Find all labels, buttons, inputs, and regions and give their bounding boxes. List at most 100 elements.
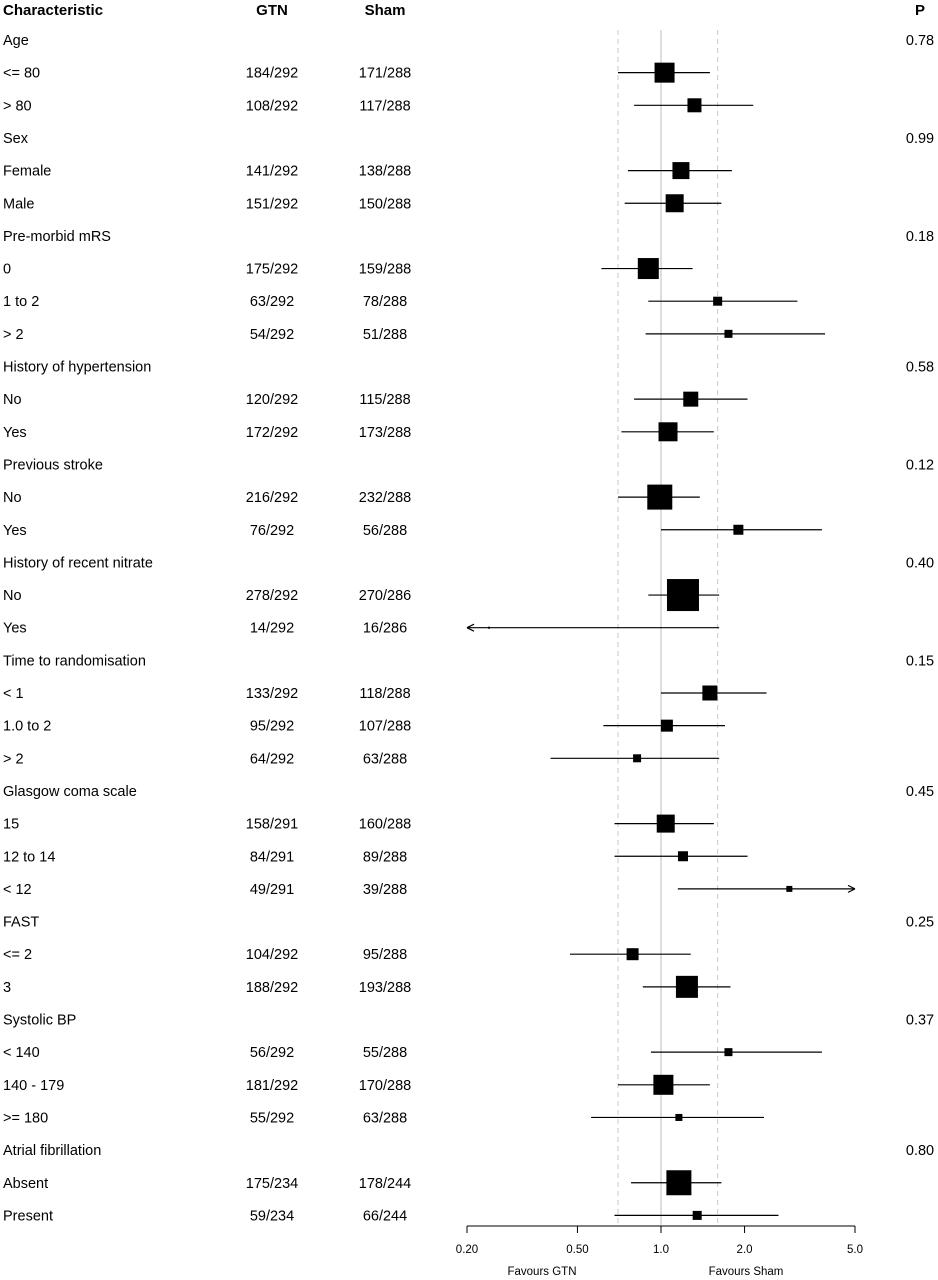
row-label: Present bbox=[3, 1208, 53, 1224]
row-label: > 2 bbox=[3, 751, 24, 767]
point-estimate bbox=[683, 391, 699, 407]
row-label: 15 bbox=[3, 817, 19, 833]
header-p: P bbox=[915, 2, 925, 19]
forest-row: Yes 14/292 16/286 bbox=[3, 621, 720, 637]
gtn-count: 216/292 bbox=[246, 490, 298, 506]
tick-label: 1.0 bbox=[653, 1244, 669, 1256]
row-label: < 1 bbox=[3, 686, 24, 702]
header-characteristic: Characteristic bbox=[3, 2, 103, 19]
sham-count: 118/288 bbox=[359, 686, 410, 702]
row-label: No bbox=[3, 588, 22, 604]
p-value: 0.15 bbox=[906, 653, 934, 669]
point-estimate bbox=[626, 948, 639, 961]
sham-count: 107/288 bbox=[359, 719, 411, 735]
favours-gtn-label: Favours GTN bbox=[507, 1266, 576, 1278]
point-estimate bbox=[653, 1074, 674, 1095]
forest-row: No 216/292 232/288 bbox=[3, 484, 700, 510]
forest-row: < 1 133/292 118/288 bbox=[3, 685, 767, 702]
forest-rows: Age 0.78 <= 80 184/292 171/288 > 80 108/292 117… bbox=[3, 33, 934, 1224]
subgroup-label: Age bbox=[3, 33, 29, 49]
forest-row: No 278/292 270/286 bbox=[3, 579, 720, 612]
point-estimate bbox=[647, 484, 673, 510]
row-label: < 12 bbox=[3, 882, 32, 898]
forest-row: 15 158/291 160/288 bbox=[3, 814, 714, 833]
forest-row: > 80 108/292 117/288 bbox=[3, 98, 754, 114]
subgroup-label: Time to randomisation bbox=[3, 653, 146, 669]
row-label: < 140 bbox=[3, 1045, 40, 1061]
forest-row: Yes 76/292 56/288 bbox=[3, 523, 822, 539]
gtn-count: 64/292 bbox=[250, 751, 294, 767]
sham-count: 138/288 bbox=[359, 164, 411, 180]
point-estimate bbox=[702, 685, 718, 701]
row-label: 1 to 2 bbox=[3, 294, 39, 310]
p-value: 0.25 bbox=[906, 915, 934, 931]
subgroup-header-row: FAST 0.25 bbox=[3, 915, 934, 931]
gtn-count: 55/292 bbox=[250, 1110, 294, 1126]
row-label: Female bbox=[3, 164, 51, 180]
tick-label: 5.0 bbox=[847, 1244, 863, 1256]
row-label: > 2 bbox=[3, 327, 24, 343]
sham-count: 171/288 bbox=[359, 66, 411, 82]
forest-row: Male 151/292 150/288 bbox=[3, 194, 722, 213]
point-estimate bbox=[724, 1048, 733, 1057]
row-label: 12 to 14 bbox=[3, 849, 55, 865]
point-estimate bbox=[656, 814, 675, 833]
sham-count: 193/288 bbox=[359, 980, 411, 996]
sham-count: 51/288 bbox=[363, 327, 407, 343]
forest-row: Present 59/234 66/244 bbox=[3, 1208, 779, 1224]
gtn-count: 104/292 bbox=[246, 947, 298, 963]
gtn-count: 14/292 bbox=[250, 621, 294, 637]
row-label: <= 80 bbox=[3, 66, 40, 82]
ci-arrow-right bbox=[847, 884, 856, 893]
subgroup-header-row: History of hypertension 0.58 bbox=[3, 360, 934, 376]
row-label: >= 180 bbox=[3, 1110, 48, 1126]
subgroup-label: Sex bbox=[3, 131, 29, 147]
point-estimate bbox=[687, 98, 702, 113]
subgroup-header-row: Systolic BP 0.37 bbox=[3, 1013, 934, 1029]
sham-count: 95/288 bbox=[363, 947, 407, 963]
forest-row: >= 180 55/292 63/288 bbox=[3, 1110, 764, 1126]
point-estimate bbox=[713, 296, 723, 306]
row-label: > 80 bbox=[3, 98, 32, 114]
sham-count: 173/288 bbox=[359, 425, 411, 441]
subgroup-label: Systolic BP bbox=[3, 1013, 76, 1029]
gtn-count: 108/292 bbox=[246, 98, 298, 114]
gtn-count: 188/292 bbox=[246, 980, 298, 996]
p-value: 0.78 bbox=[906, 33, 934, 49]
subgroup-label: Atrial fibrillation bbox=[3, 1143, 101, 1159]
gtn-count: 278/292 bbox=[246, 588, 298, 604]
sham-count: 150/288 bbox=[359, 196, 411, 212]
subgroup-header-row: Glasgow coma scale 0.45 bbox=[3, 784, 934, 800]
sham-count: 16/286 bbox=[363, 621, 407, 637]
point-estimate bbox=[637, 258, 659, 280]
forest-row: 3 188/292 193/288 bbox=[3, 975, 731, 998]
gtn-count: 133/292 bbox=[246, 686, 298, 702]
subgroup-header-row: Sex 0.99 bbox=[3, 131, 934, 147]
forest-row: 0 175/292 159/288 bbox=[3, 258, 693, 280]
row-label: Yes bbox=[3, 523, 27, 539]
forest-row: 1.0 to 2 95/292 107/288 bbox=[3, 719, 725, 735]
p-value: 0.12 bbox=[906, 457, 934, 473]
forest-row: <= 2 104/292 95/288 bbox=[3, 947, 691, 963]
header-gtn: GTN bbox=[256, 2, 288, 19]
row-label: 140 - 179 bbox=[3, 1078, 64, 1094]
point-estimate bbox=[665, 194, 684, 213]
sham-count: 117/288 bbox=[359, 98, 410, 114]
tick-label: 2.0 bbox=[737, 1244, 753, 1256]
forest-row: Female 141/292 138/288 bbox=[3, 162, 732, 180]
ci-arrow-left bbox=[466, 623, 475, 632]
tick-label: 0.20 bbox=[456, 1244, 478, 1256]
gtn-count: 76/292 bbox=[250, 523, 294, 539]
subgroup-label: History of hypertension bbox=[3, 360, 151, 376]
sham-count: 178/244 bbox=[359, 1176, 411, 1192]
point-estimate bbox=[677, 851, 688, 862]
point-estimate bbox=[654, 62, 675, 83]
sham-count: 232/288 bbox=[359, 490, 411, 506]
forest-row: 140 - 179 181/292 170/288 bbox=[3, 1074, 710, 1095]
row-label: No bbox=[3, 490, 22, 506]
sham-count: 115/288 bbox=[359, 392, 410, 408]
forest-row: Yes 172/292 173/288 bbox=[3, 422, 714, 442]
point-estimate bbox=[672, 162, 690, 180]
tick-label: 0.50 bbox=[566, 1244, 588, 1256]
sham-count: 89/288 bbox=[363, 849, 407, 865]
